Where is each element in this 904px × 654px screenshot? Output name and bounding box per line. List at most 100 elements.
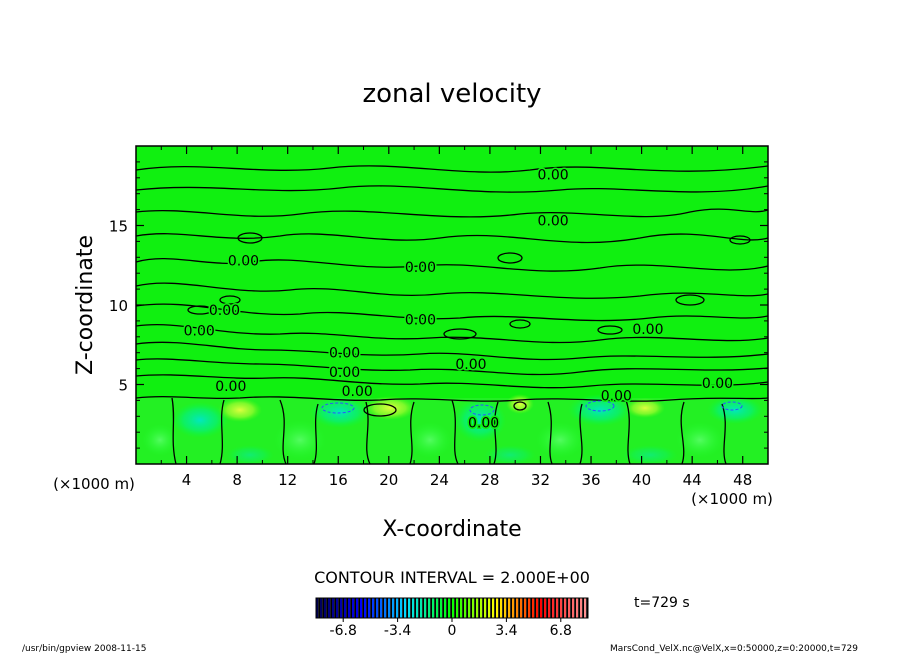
colorbar-gap [434, 598, 436, 618]
colorbar-gap [394, 598, 396, 618]
colorbar-stripe [548, 598, 551, 618]
colorbar-stripe [332, 598, 335, 618]
colorbar-gap [458, 598, 460, 618]
colorbar-stripe [556, 598, 559, 618]
x-tick-label: 32 [531, 471, 550, 489]
colorbar-gap [442, 598, 444, 618]
colorbar-gap [366, 598, 368, 618]
colorbar-stripe [360, 598, 363, 618]
colorbar-gap [506, 598, 508, 618]
colorbar-stripe [568, 598, 571, 618]
colorbar-gap [482, 598, 484, 618]
colorbar-gap [414, 598, 416, 618]
colorbar-gap [530, 598, 532, 618]
colorbar-gap [470, 598, 472, 618]
colorbar-stripe [564, 598, 567, 618]
colorbar-gap [334, 598, 336, 618]
colorbar-gap [490, 598, 492, 618]
y-tick-label: 15 [109, 218, 128, 236]
colorbar-stripe [340, 598, 343, 618]
colorbar-stripe [496, 598, 499, 618]
footer-left: /usr/bin/gpview 2008-11-15 [22, 644, 146, 654]
colorbar-stripe [504, 598, 507, 618]
colorbar-stripe [420, 598, 423, 618]
y-tick-label: 5 [118, 377, 128, 395]
contour-label: 0.00 [329, 346, 360, 362]
colorbar-stripe [492, 598, 495, 618]
colorbar-stripe [512, 598, 515, 618]
colorbar-gap [486, 598, 488, 618]
colorbar-stripe [500, 598, 503, 618]
contour-label: 0.00 [601, 389, 632, 405]
colorbar-tick-label: -3.4 [384, 623, 411, 639]
colorbar-gap [426, 598, 428, 618]
colorbar-stripe [524, 598, 527, 618]
colorbar-stripe [352, 598, 355, 618]
colorbar-gap [330, 598, 332, 618]
colorbar-stripe [508, 598, 511, 618]
colorbar-stripes [316, 598, 588, 618]
x-tick-label: 28 [480, 471, 499, 489]
colorbar-stripe [532, 598, 535, 618]
colorbar-gap [478, 598, 480, 618]
colorbar-tick-label: -6.8 [330, 623, 357, 639]
x-axis-ticks: 4 8 12 16 20 24 28 32 36 40 44 48 [160, 146, 752, 489]
colorbar-gap [350, 598, 352, 618]
colorbar-stripe [372, 598, 375, 618]
colorbar-stripe [356, 598, 359, 618]
colorbar-stripe [344, 598, 347, 618]
colorbar-gap [494, 598, 496, 618]
colorbar-ticks: -6.8 -3.4 0 3.4 6.8 [330, 618, 572, 639]
colorbar-gap [390, 598, 392, 618]
colorbar-stripe [456, 598, 459, 618]
colorbar-gap [538, 598, 540, 618]
x-unit-right: (×1000 m) [691, 490, 773, 508]
colorbar-stripe [440, 598, 443, 618]
colorbar-stripe [416, 598, 419, 618]
colorbar-gap [462, 598, 464, 618]
contour-label: 0.00 [455, 357, 486, 373]
colorbar: -6.8 -3.4 0 3.4 6.8 [315, 597, 589, 639]
colorbar-stripe [472, 598, 475, 618]
colorbar-tick-label: 0 [448, 623, 457, 639]
colorbar-gap [578, 598, 580, 618]
colorbar-gap [566, 598, 568, 618]
colorbar-stripe [400, 598, 403, 618]
colorbar-gap [518, 598, 520, 618]
colorbar-gap [546, 598, 548, 618]
colorbar-gap [522, 598, 524, 618]
colorbar-stripe [376, 598, 379, 618]
colorbar-stripe [436, 598, 439, 618]
colorbar-stripe [468, 598, 471, 618]
contour-label: 0.00 [342, 384, 373, 400]
y-axis-ticks: 5 10 15 [109, 161, 768, 449]
negative-contours [321, 400, 743, 416]
colorbar-gap [466, 598, 468, 618]
colorbar-stripe [408, 598, 411, 618]
colorbar-stripe [476, 598, 479, 618]
x-tick-label: 4 [182, 471, 192, 489]
colorbar-stripe [484, 598, 487, 618]
colorbar-stripe [392, 598, 395, 618]
colorbar-stripe [464, 598, 467, 618]
colorbar-gap [370, 598, 372, 618]
x-tick-label: 20 [379, 471, 398, 489]
colorbar-stripe [560, 598, 563, 618]
colorbar-stripe [584, 598, 587, 618]
colorbar-stripe [324, 598, 327, 618]
colorbar-gap [558, 598, 560, 618]
y-tick-label: 10 [109, 297, 128, 315]
contour-interval-text: CONTOUR INTERVAL = 2.000E+00 [314, 568, 590, 587]
footer-right: MarsCond_VelX.nc@VelX,x=0:50000,z=0:2000… [610, 644, 858, 654]
colorbar-stripe [580, 598, 583, 618]
colorbar-gap [378, 598, 380, 618]
contour-label: 0.00 [632, 322, 663, 338]
colorbar-stripe [404, 598, 407, 618]
colorbar-stripe [424, 598, 427, 618]
colorbar-gap [446, 598, 448, 618]
colorbar-stripe [576, 598, 579, 618]
colorbar-gap [338, 598, 340, 618]
colorbar-gap [358, 598, 360, 618]
colorbar-stripe [380, 598, 383, 618]
colorbar-gap [354, 598, 356, 618]
